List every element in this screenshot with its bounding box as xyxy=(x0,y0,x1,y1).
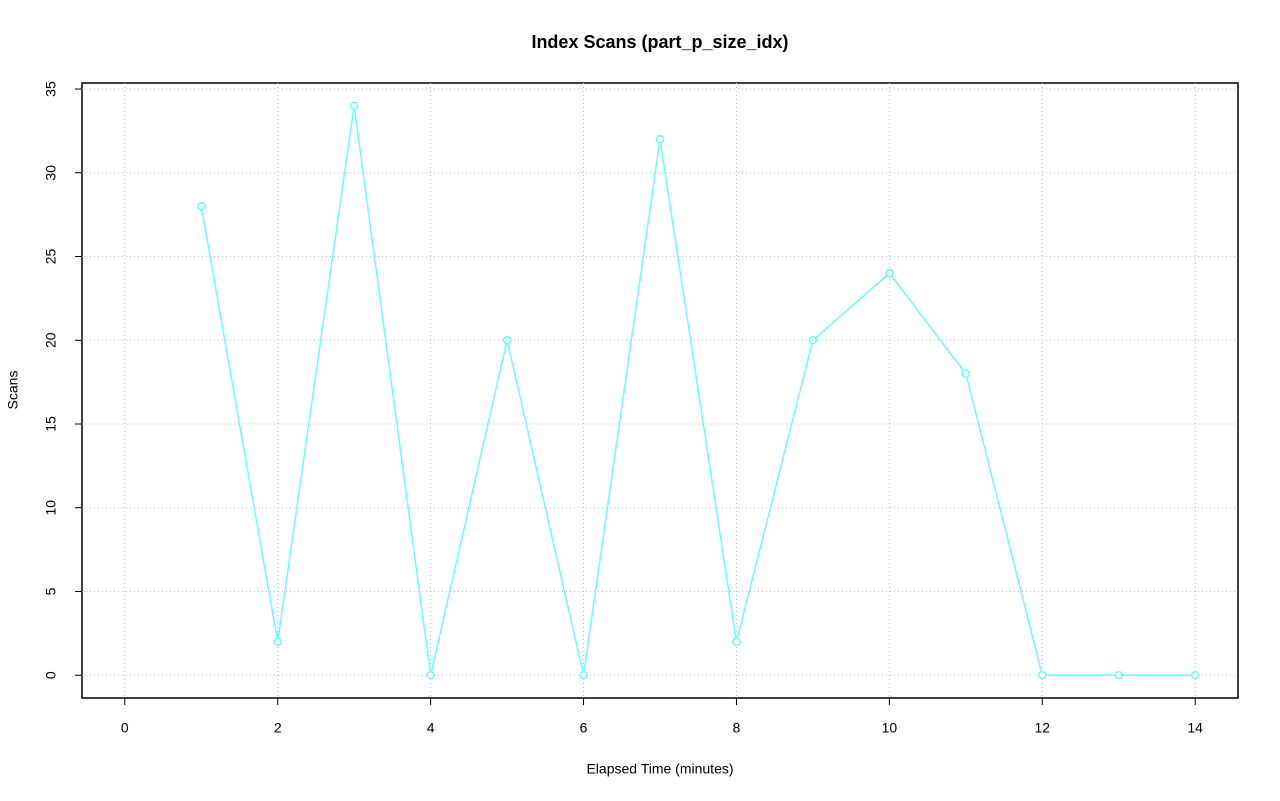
y-tick-label: 20 xyxy=(43,332,59,348)
y-tick-label: 10 xyxy=(43,500,59,516)
x-tick-label: 14 xyxy=(1187,720,1203,736)
data-point xyxy=(1114,670,1123,680)
y-tick-label: 35 xyxy=(43,81,59,97)
plot-frame xyxy=(81,82,1239,699)
x-tick-label: 4 xyxy=(427,720,435,736)
x-tick-label: 2 xyxy=(274,720,282,736)
data-point xyxy=(732,637,741,646)
y-tick-label: 15 xyxy=(43,416,59,432)
data-point xyxy=(961,369,971,379)
y-tick-label: 30 xyxy=(43,165,59,181)
y-tick-label: 25 xyxy=(43,249,59,265)
y-tick-label: 5 xyxy=(43,587,59,595)
x-tick-label: 12 xyxy=(1034,720,1050,736)
y-tick-label: 0 xyxy=(43,671,59,679)
data-point xyxy=(197,202,206,211)
data-point xyxy=(349,101,359,111)
data-point xyxy=(426,670,435,680)
x-tick-label: 6 xyxy=(580,720,588,736)
x-axis-label: Elapsed Time (minutes) xyxy=(586,761,733,777)
x-tick-label: 0 xyxy=(121,720,129,736)
data-point xyxy=(579,670,588,680)
data-point xyxy=(502,336,512,345)
series-line xyxy=(200,105,1196,676)
x-tick-label: 10 xyxy=(882,720,898,736)
data-point xyxy=(655,135,665,144)
data-point xyxy=(273,637,282,646)
data-point xyxy=(1190,670,1200,680)
data-point xyxy=(885,269,894,278)
data-point xyxy=(808,336,818,345)
data-point xyxy=(1038,670,1047,680)
y-axis-label: Scans xyxy=(5,371,21,410)
chart-title: Index Scans (part_p_size_idx) xyxy=(531,32,788,52)
x-tick-label: 8 xyxy=(733,720,741,736)
